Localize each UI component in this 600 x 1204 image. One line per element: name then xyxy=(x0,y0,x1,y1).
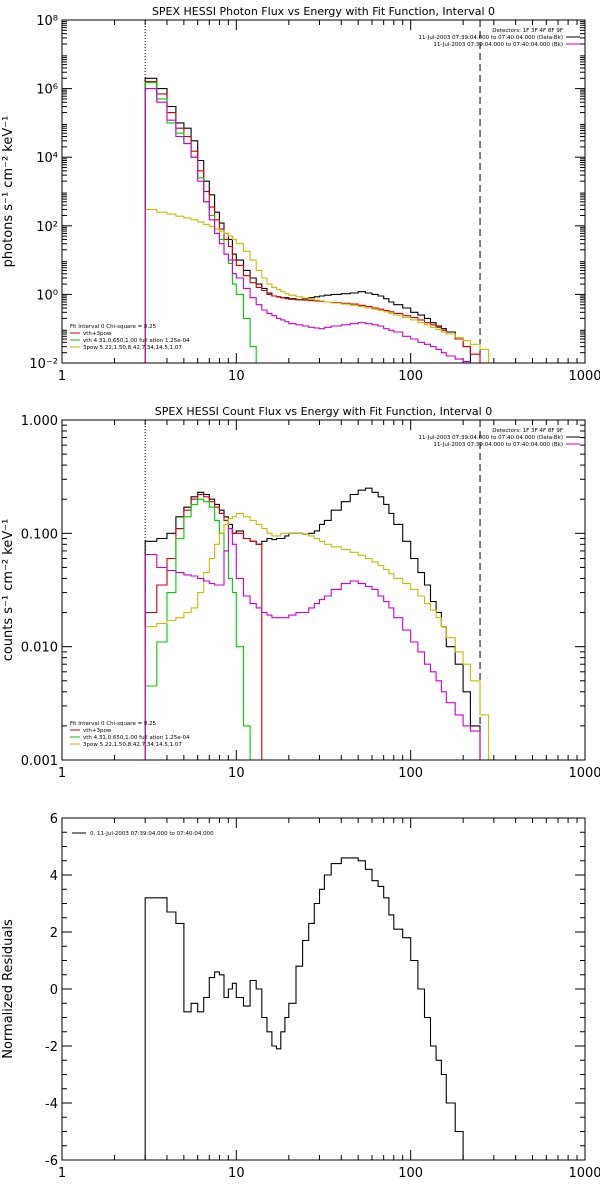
fit-legend-entry: vth+3pow xyxy=(83,728,112,734)
fit-legend-entry: vth 4.31,0.650,1.00 full ation 1.25e-04 xyxy=(83,735,190,741)
y-tick-label: 10⁰ xyxy=(36,288,58,303)
fit-legend-entry: vth 4.31,0.650,1.00 full ation 1.25e-04 xyxy=(83,338,190,344)
spectrum-series xyxy=(144,487,481,760)
x-tick-label: 1 xyxy=(58,766,66,781)
y-axis-label: photons s⁻¹ cm⁻² keV⁻¹ xyxy=(1,116,16,268)
top-legend-entry: 11-Jul-2003 07:39:04.000 to 07:40:04.000… xyxy=(419,35,564,41)
spectrum-series xyxy=(144,528,481,760)
y-axis-label: counts s⁻¹ cm⁻² keV⁻¹ xyxy=(1,519,16,662)
y-tick-label: 10⁶ xyxy=(36,83,58,98)
fit-legend-entry: Fit Interval 0 Chi-square = 8.25 xyxy=(70,324,157,330)
fit-legend-entry: 3pow 5.22,1.50,8.42,7.34,14.5,1.07 xyxy=(83,345,182,351)
y-tick-label: 0 xyxy=(50,983,58,998)
top-legend-entry: Detectors: 1F 3F 4F 8F 9F xyxy=(492,428,563,434)
y-tick-label: 2 xyxy=(50,926,58,941)
top-legend-entry: 11-Jul-2003 07:39:04.000 to 07:40:04.000… xyxy=(433,42,563,48)
x-tick-label: 1 xyxy=(58,369,66,384)
top-legend-entry: 11-Jul-2003 07:39:04.000 to 07:40:04.000… xyxy=(433,442,563,448)
top-legend-entry: Detectors: 1F 3F 4F 8F 9F xyxy=(492,28,563,34)
count-flux-panel: SPEX HESSI Count Flux vs Energy with Fit… xyxy=(1,405,600,781)
x-tick-label: 1000 xyxy=(568,766,600,781)
plot-frame xyxy=(61,19,586,364)
photon-flux-panel: SPEX HESSI Photon Flux vs Energy with Fi… xyxy=(1,5,600,384)
x-tick-label: 1000 xyxy=(568,369,600,384)
y-tick-label: 10⁴ xyxy=(36,151,58,166)
y-tick-label: 10⁸ xyxy=(36,14,58,29)
y-tick-label: -4 xyxy=(45,1097,58,1112)
spectrum-series xyxy=(144,81,481,363)
x-tick-label: 1000 xyxy=(568,1166,600,1181)
y-tick-label: 0.001 xyxy=(21,754,58,769)
residual-legend-entry: 0. 11-Jul-2003 07:39:04.000 to 07:40:04.… xyxy=(90,831,214,837)
spectrum-series xyxy=(144,857,480,1160)
y-tick-label: 0.010 xyxy=(21,641,58,656)
fit-legend-entry: 3pow 5.22,1.50,8.42,7.34,14.5,1.07 xyxy=(83,742,182,748)
x-tick-label: 10 xyxy=(228,369,245,384)
spectrum-series xyxy=(144,88,480,363)
residuals-panel: Normalized Residuals 1 10 100 1000 -6 -4 -2 0 2 4 6… xyxy=(1,812,600,1181)
x-tick-label: 100 xyxy=(398,369,423,384)
y-tick-label: 10⁻² xyxy=(29,357,58,372)
y-tick-label: 10² xyxy=(36,220,58,235)
y-axis-label: Normalized Residuals xyxy=(1,919,16,1059)
x-tick-label: 100 xyxy=(398,766,423,781)
x-tick-label: 10 xyxy=(228,1166,245,1181)
y-tick-label: 6 xyxy=(50,812,58,827)
y-tick-label: 1.000 xyxy=(21,414,58,429)
fit-legend-entry: vth+3pow xyxy=(83,331,112,337)
fit-legend-entry: Fit Interval 0 Chi-square = 8.25 xyxy=(70,721,157,727)
x-tick-label: 100 xyxy=(398,1166,423,1181)
spectrum-series xyxy=(144,493,263,760)
plot-frame xyxy=(61,419,586,761)
top-legend-entry: 11-Jul-2003 07:39:04.000 to 07:40:04.000… xyxy=(419,435,564,441)
x-tick-label: 1 xyxy=(58,1166,66,1181)
y-tick-label: -6 xyxy=(45,1154,58,1169)
y-tick-label: 0.100 xyxy=(21,527,58,542)
spectrum-series xyxy=(144,77,480,363)
chart-title: SPEX HESSI Photon Flux vs Energy with Fi… xyxy=(152,5,495,18)
y-tick-label: 4 xyxy=(50,869,58,884)
spectrum-series xyxy=(144,208,490,363)
spectrum-series xyxy=(144,512,490,760)
chart-title: SPEX HESSI Count Flux vs Energy with Fit… xyxy=(155,405,492,418)
x-tick-label: 10 xyxy=(228,766,245,781)
y-tick-label: -2 xyxy=(45,1040,58,1055)
spectrum-series xyxy=(144,498,262,760)
plot-frame xyxy=(61,817,586,1161)
